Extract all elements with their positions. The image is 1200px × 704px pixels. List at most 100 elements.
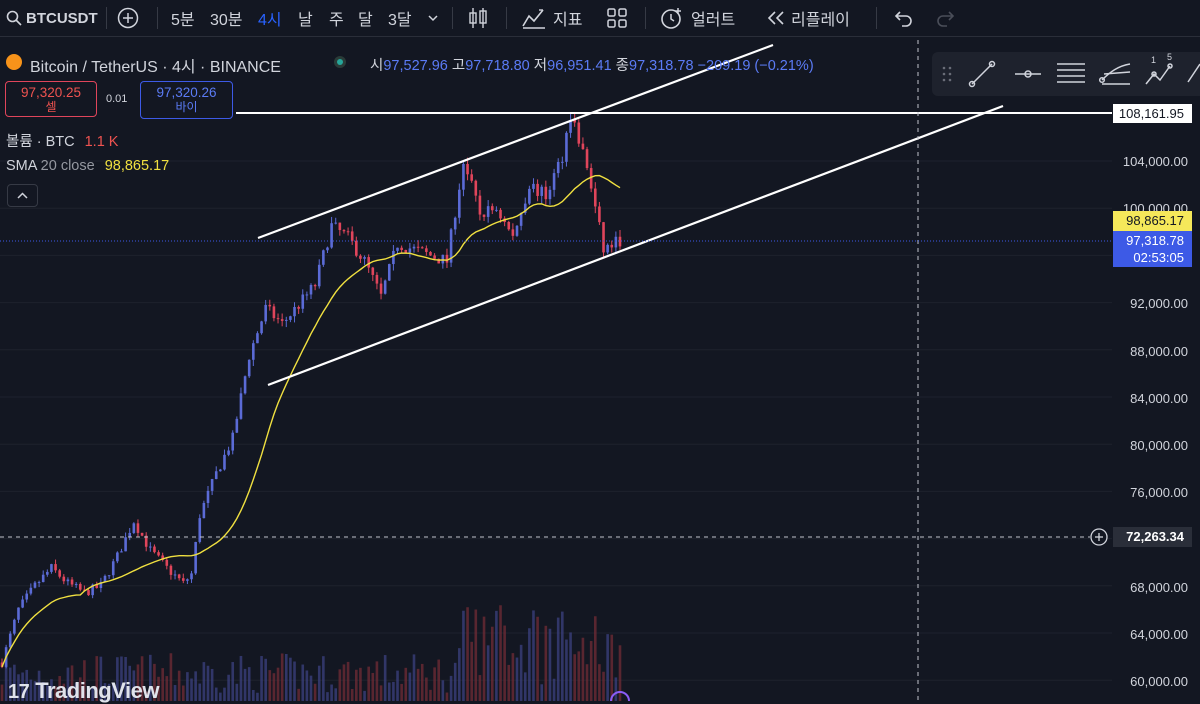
volume-bar <box>474 609 478 701</box>
volume-bar <box>111 683 115 701</box>
interval-1d[interactable]: 날 <box>298 0 313 36</box>
search-icon <box>6 10 22 26</box>
candle-body <box>462 163 465 190</box>
horizontal-ray-icon[interactable] <box>1015 70 1041 78</box>
volume-bar <box>305 670 309 701</box>
volume-bar <box>132 670 136 701</box>
interval-1w[interactable]: 주 <box>329 0 344 36</box>
candle-body <box>449 229 453 263</box>
candle-body <box>585 149 589 169</box>
drawing-tools-panel: 1 5 <box>932 52 1200 96</box>
close-label: 종 <box>615 58 630 74</box>
volume-bar <box>78 677 82 701</box>
volume-bar <box>375 661 379 701</box>
candle-body <box>46 571 49 575</box>
low-label: 저 <box>533 58 548 74</box>
fib-retracement-icon[interactable] <box>1057 63 1085 83</box>
candle-body <box>223 454 226 470</box>
volume-bar <box>173 685 177 701</box>
volume-bar <box>136 664 140 701</box>
candle-body <box>338 222 342 231</box>
candle-body <box>606 244 609 253</box>
volume-bar <box>614 677 618 701</box>
interval-3m[interactable]: 3달 <box>388 0 412 36</box>
candle-body <box>474 180 478 196</box>
indicators-button[interactable]: 지표 <box>521 0 582 36</box>
candle-body <box>144 535 148 547</box>
volume-bar <box>256 692 259 701</box>
undo-button[interactable] <box>892 0 914 36</box>
candle-body <box>342 230 346 232</box>
volume-bar <box>499 605 502 701</box>
candle-body <box>190 573 193 580</box>
candle-body <box>383 280 387 294</box>
replay-label: 리플레이 <box>791 12 850 29</box>
volume-bar <box>606 634 609 701</box>
interval-30m[interactable]: 30분 <box>210 0 243 36</box>
buy-price: 97,320.26 <box>156 85 217 100</box>
volume-bar <box>243 668 247 701</box>
price-chart[interactable] <box>0 37 1200 701</box>
candle-body <box>50 564 53 572</box>
candle-body <box>62 576 66 582</box>
marker-dot <box>610 691 630 701</box>
interval-5m[interactable]: 5분 <box>171 0 195 36</box>
interval-1m[interactable]: 달 <box>358 0 373 36</box>
volume-bar <box>317 665 321 701</box>
candle-body <box>124 537 127 552</box>
volume-bar <box>309 675 313 701</box>
volume-bar <box>441 680 445 701</box>
top-toolbar: BTCUSDT 5분 30분 4시 날 주 달 3달 지표 얼러트 리플레이 <box>0 0 1200 37</box>
candle-body <box>577 122 581 144</box>
candle-body <box>169 565 173 575</box>
volume-bar <box>190 678 193 701</box>
candle-body <box>252 343 255 360</box>
candle-body <box>371 267 375 275</box>
compare-button[interactable] <box>117 0 139 36</box>
volume-bar <box>367 666 370 701</box>
layout-button[interactable] <box>606 0 628 36</box>
collapse-legend-button[interactable] <box>7 184 38 207</box>
candle-body <box>598 206 601 223</box>
buy-button[interactable]: 97,320.26 바이 <box>140 81 233 119</box>
price-axis[interactable] <box>1112 37 1200 701</box>
volume-bar <box>41 682 45 701</box>
sell-button[interactable]: 97,320.25 셀 <box>5 81 97 117</box>
volume-bar <box>140 656 144 701</box>
bar-countdown: 02:53:05 <box>1133 250 1184 265</box>
candle-body <box>330 223 333 248</box>
alert-button[interactable]: 얼러트 <box>659 0 735 36</box>
volume-bar <box>235 683 239 701</box>
symbol-search[interactable]: BTCUSDT <box>6 0 98 36</box>
candle-body <box>243 376 247 394</box>
candle-body <box>181 578 185 581</box>
volume-bar <box>416 668 420 701</box>
volume-bar <box>66 667 70 701</box>
volume-bar <box>412 654 416 701</box>
interval-dropdown[interactable] <box>426 0 440 36</box>
redo-button[interactable] <box>935 0 957 36</box>
candle-body <box>95 584 99 588</box>
interval-4h[interactable]: 4시 <box>258 0 282 36</box>
volume-bar <box>548 628 552 701</box>
volume-bar <box>363 690 366 701</box>
chart-type-button[interactable] <box>467 0 489 36</box>
crosshair-price-tag: 72,263.34 <box>1113 527 1192 547</box>
drag-handle-icon[interactable] <box>942 66 952 82</box>
replay-button[interactable]: 리플레이 <box>765 0 850 36</box>
elliott-wave-icon[interactable]: 1 5 <box>1145 52 1173 85</box>
volume-bar <box>322 656 325 701</box>
tradingview-logo-text: TradingView <box>35 678 159 703</box>
ohlc-values: 시97,527.96 고97,718.80 저96,951.41 종97,318… <box>370 54 814 75</box>
price-tick: 84,000.00 <box>1130 391 1188 406</box>
candle-body <box>157 552 160 556</box>
volume-bar <box>227 674 230 701</box>
sell-label: 셀 <box>45 100 57 114</box>
candle-body <box>544 186 548 200</box>
brush-icon[interactable] <box>1187 63 1200 83</box>
candle-body <box>569 119 572 133</box>
symbol-label: BTCUSDT <box>26 9 98 27</box>
trend-line-icon[interactable] <box>968 60 996 88</box>
pitchfork-icon[interactable] <box>1098 63 1131 85</box>
buy-label: 바이 <box>175 100 198 114</box>
